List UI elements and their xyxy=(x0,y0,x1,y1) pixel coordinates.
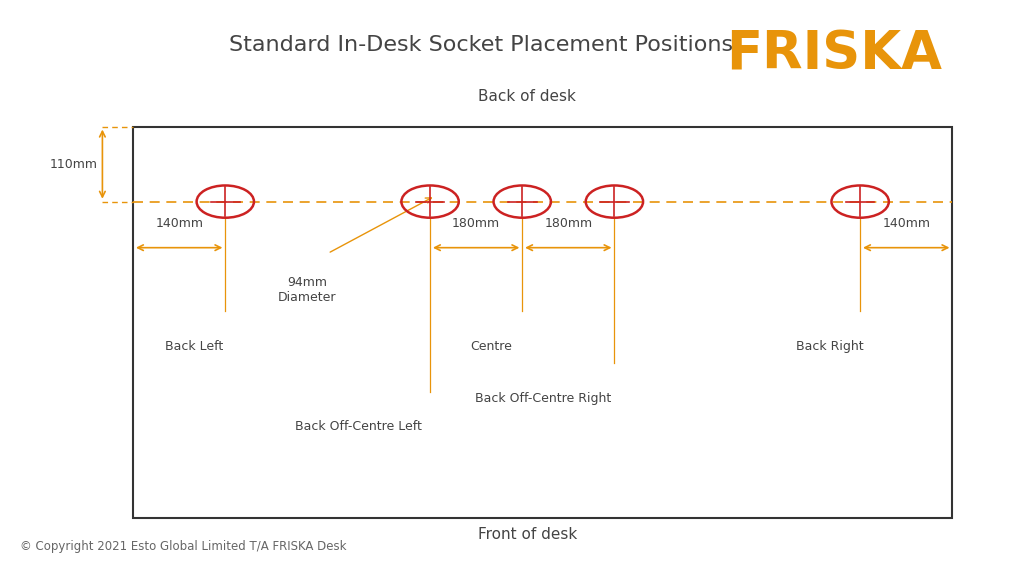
Text: FRISKA: FRISKA xyxy=(726,29,942,81)
Text: 180mm: 180mm xyxy=(453,217,500,230)
Text: 110mm: 110mm xyxy=(49,158,97,170)
Text: © Copyright 2021 Esto Global Limited T/A FRISKA Desk: © Copyright 2021 Esto Global Limited T/A… xyxy=(20,540,347,553)
Text: Centre: Centre xyxy=(471,340,512,353)
Text: Back Off-Centre Left: Back Off-Centre Left xyxy=(295,420,422,434)
Text: 140mm: 140mm xyxy=(156,217,203,230)
Text: Front of desk: Front of desk xyxy=(478,527,577,542)
Text: Back of desk: Back of desk xyxy=(478,89,577,104)
Text: 140mm: 140mm xyxy=(883,217,930,230)
Bar xyxy=(133,127,952,518)
Text: Back Off-Centre Right: Back Off-Centre Right xyxy=(474,392,611,405)
Text: Standard In-Desk Socket Placement Positions: Standard In-Desk Socket Placement Positi… xyxy=(229,35,733,55)
Text: Back Right: Back Right xyxy=(796,340,863,353)
Text: 180mm: 180mm xyxy=(545,217,592,230)
Text: 94mm
Diameter: 94mm Diameter xyxy=(278,276,337,305)
Text: Back Left: Back Left xyxy=(166,340,223,353)
